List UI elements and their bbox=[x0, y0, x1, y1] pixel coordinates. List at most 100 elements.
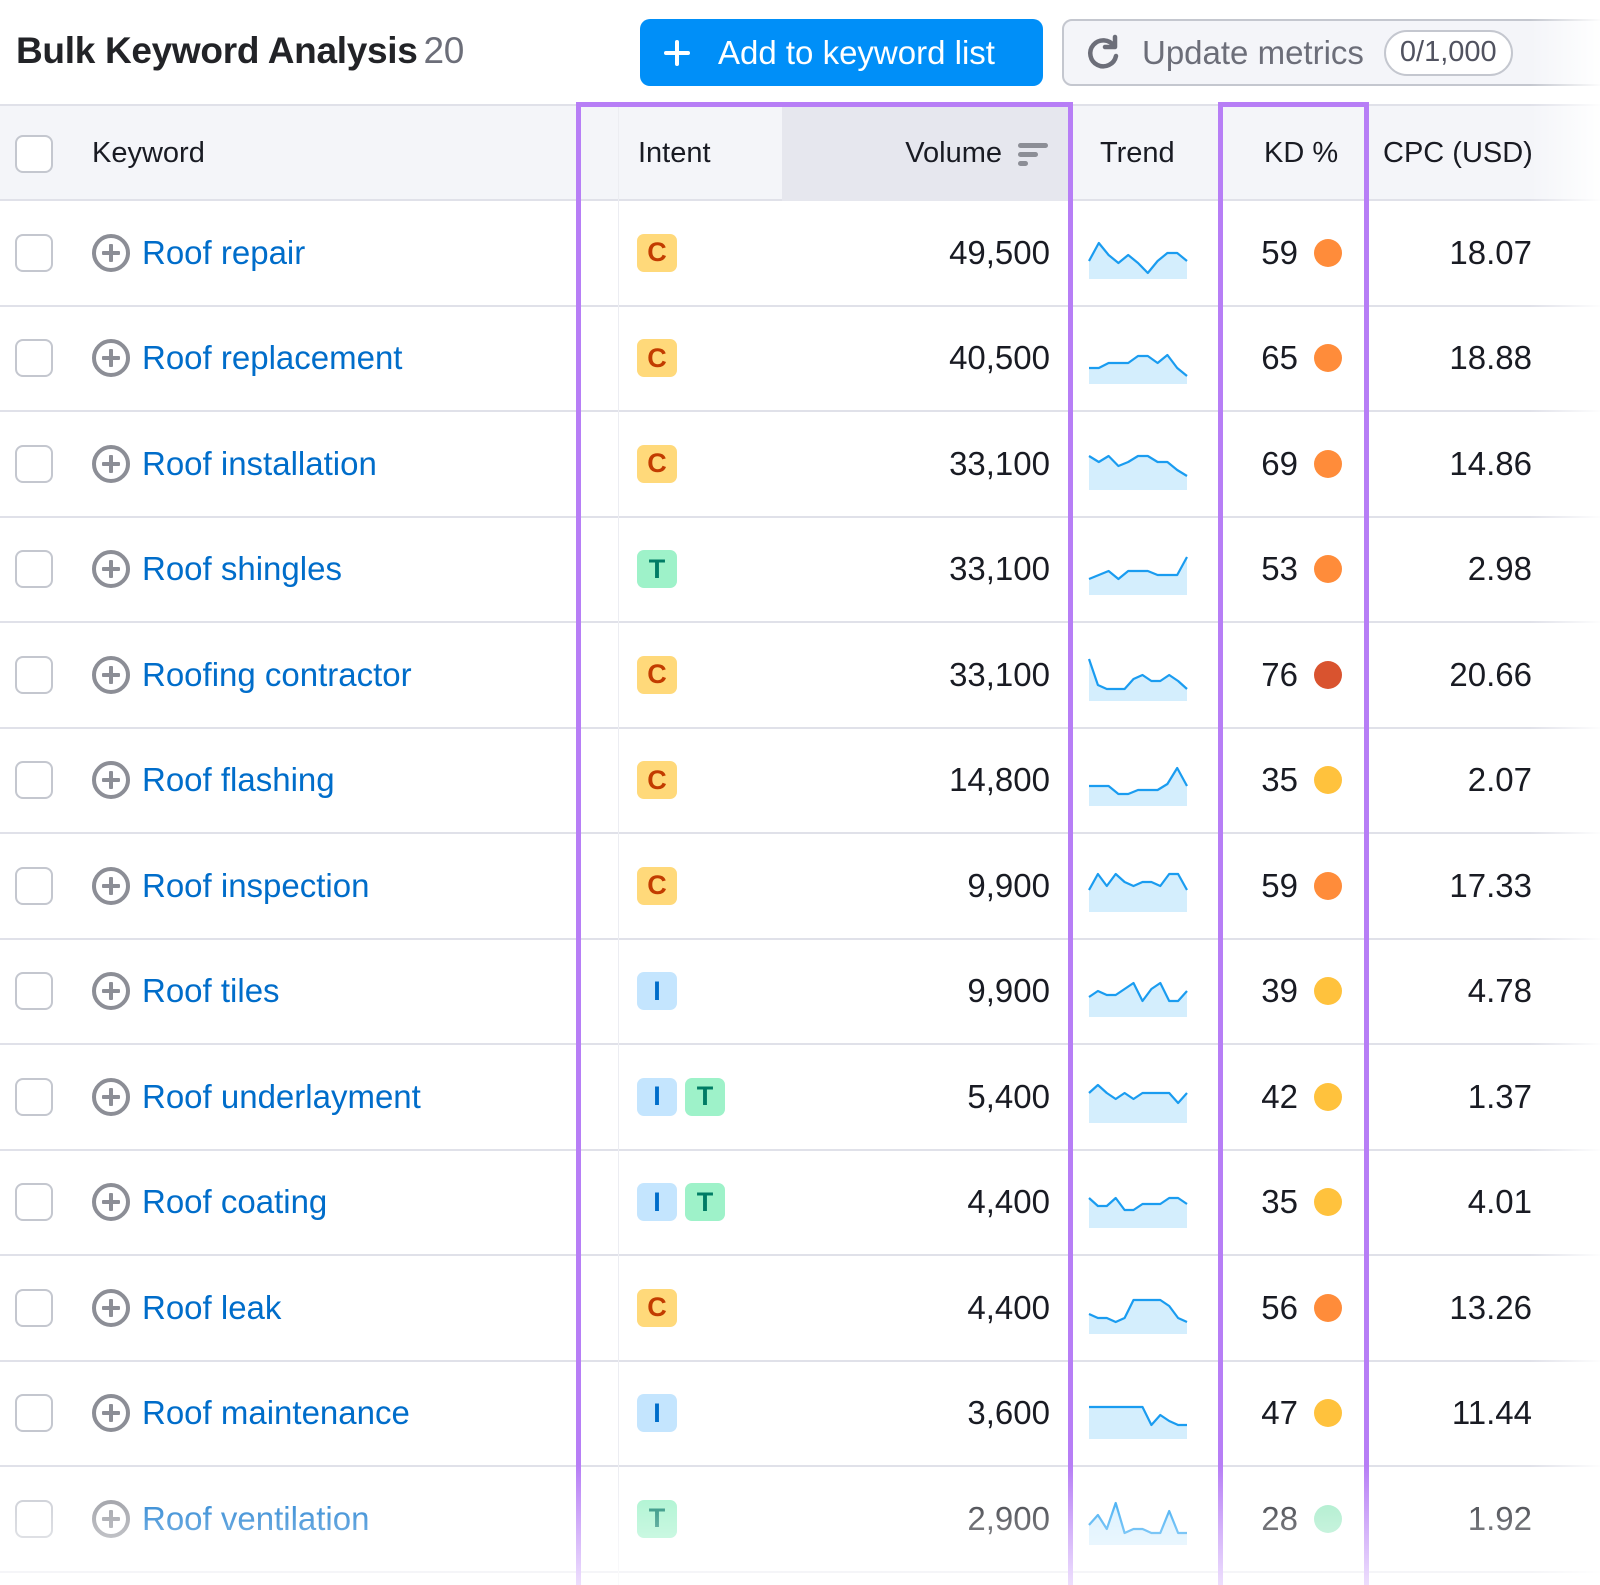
column-header-kd[interactable]: KD % bbox=[1264, 137, 1339, 169]
select-all-checkbox[interactable] bbox=[15, 134, 53, 173]
add-keyword-icon[interactable] bbox=[92, 655, 130, 694]
keyword-cell: Roof coating bbox=[92, 1151, 327, 1255]
volume-cell: 2,900 bbox=[967, 1467, 1050, 1571]
row-checkbox[interactable] bbox=[15, 339, 53, 378]
keyword-link[interactable]: Roof coating bbox=[142, 1183, 328, 1221]
kd-value: 42 bbox=[1261, 1077, 1298, 1115]
cpc-cell: 4.01 bbox=[1468, 1151, 1532, 1255]
add-to-keyword-list-button[interactable]: Add to keyword list bbox=[640, 19, 1043, 86]
trend-cell bbox=[1088, 1362, 1188, 1466]
trend-sparkline bbox=[1088, 872, 1188, 912]
keyword-link[interactable]: Roof shingles bbox=[142, 550, 342, 588]
add-keyword-icon[interactable] bbox=[92, 339, 130, 378]
row-checkbox[interactable] bbox=[15, 1288, 53, 1327]
volume-value: 9,900 bbox=[967, 866, 1050, 904]
row-select-cell bbox=[15, 201, 53, 305]
trend-sparkline bbox=[1089, 1406, 1187, 1440]
update-button-label: Update metrics bbox=[1142, 33, 1364, 71]
row-checkbox[interactable] bbox=[15, 655, 53, 694]
add-keyword-icon[interactable] bbox=[92, 972, 130, 1011]
add-keyword-icon[interactable] bbox=[92, 1183, 130, 1222]
kd-difficulty-dot-icon bbox=[1314, 1188, 1342, 1217]
keyword-link[interactable]: Roof flashing bbox=[142, 761, 335, 799]
row-checkbox[interactable] bbox=[15, 972, 53, 1011]
keyword-link[interactable]: Roof repair bbox=[142, 233, 306, 271]
kd-difficulty-dot-icon bbox=[1314, 344, 1342, 373]
column-header-intent[interactable]: Intent bbox=[638, 137, 711, 169]
row-checkbox[interactable] bbox=[15, 1077, 53, 1116]
sort-descending-icon[interactable] bbox=[1018, 141, 1048, 167]
column-header-cpc[interactable]: CPC (USD) bbox=[1383, 137, 1533, 169]
kd-cell: 56 bbox=[1240, 1256, 1342, 1360]
kd-value: 69 bbox=[1261, 444, 1298, 482]
keyword-link[interactable]: Roof maintenance bbox=[142, 1394, 410, 1432]
add-keyword-icon[interactable] bbox=[92, 550, 130, 589]
add-keyword-icon[interactable] bbox=[92, 1394, 130, 1433]
add-keyword-icon[interactable] bbox=[92, 761, 130, 800]
row-checkbox[interactable] bbox=[15, 1183, 53, 1222]
row-checkbox[interactable] bbox=[15, 866, 53, 905]
trend-sparkline bbox=[1088, 556, 1188, 596]
cpc-value: 1.37 bbox=[1467, 1077, 1532, 1115]
intent-badge: I bbox=[637, 1077, 677, 1116]
trend-cell bbox=[1088, 623, 1188, 727]
cpc-cell: 14.86 bbox=[1449, 412, 1532, 516]
volume-cell: 33,100 bbox=[949, 518, 1050, 622]
add-keyword-icon[interactable] bbox=[92, 866, 130, 905]
keyword-link[interactable]: Roofing contractor bbox=[142, 655, 412, 693]
keyword-link[interactable]: Roof tiles bbox=[142, 972, 280, 1010]
trend-sparkline bbox=[1088, 1298, 1188, 1334]
cpc-cell: 18.07 bbox=[1449, 201, 1532, 305]
add-keyword-icon[interactable] bbox=[92, 1077, 130, 1116]
row-select-cell bbox=[15, 940, 53, 1044]
kd-value: 59 bbox=[1261, 866, 1298, 904]
column-header-volume-label: Volume bbox=[905, 137, 1002, 169]
kd-cell: 59 bbox=[1240, 201, 1342, 305]
table-row: Roof flashing C 14,800 35 2.07 bbox=[0, 729, 1600, 834]
column-header-keyword[interactable]: Keyword bbox=[92, 137, 205, 169]
kd-difficulty-dot-icon bbox=[1314, 766, 1342, 795]
trend-cell bbox=[1088, 1467, 1188, 1571]
keyword-link[interactable]: Roof underlayment bbox=[142, 1077, 421, 1115]
kd-cell: 76 bbox=[1240, 623, 1342, 727]
cpc-value: 4.01 bbox=[1467, 1183, 1532, 1221]
intent-cell: I bbox=[637, 1362, 685, 1466]
keyword-link[interactable]: Roof leak bbox=[142, 1288, 282, 1326]
row-checkbox[interactable] bbox=[15, 233, 53, 272]
intent-badge: I bbox=[637, 1394, 677, 1433]
keyword-link[interactable]: Roof installation bbox=[142, 444, 377, 482]
kd-difficulty-dot-icon bbox=[1314, 1082, 1342, 1111]
kd-cell: 47 bbox=[1240, 1362, 1342, 1466]
row-checkbox[interactable] bbox=[15, 550, 53, 589]
keyword-link[interactable]: Roof inspection bbox=[142, 866, 370, 904]
kd-value: 56 bbox=[1261, 1288, 1298, 1326]
kd-value: 65 bbox=[1261, 339, 1298, 377]
keyword-link[interactable]: Roof replacement bbox=[142, 339, 403, 377]
add-keyword-icon[interactable] bbox=[92, 444, 130, 483]
row-checkbox[interactable] bbox=[15, 1394, 53, 1433]
keyword-link[interactable]: Roof ventilation bbox=[142, 1499, 370, 1537]
cpc-value: 2.98 bbox=[1467, 550, 1532, 588]
update-metrics-button[interactable]: Update metrics 0/1,000 bbox=[1062, 19, 1600, 86]
cpc-cell: 11.44 bbox=[1452, 1362, 1532, 1466]
cpc-cell: 18.88 bbox=[1449, 307, 1532, 411]
keyword-table: Keyword Intent Volume Trend KD % CPC (US… bbox=[0, 104, 1600, 1573]
add-keyword-icon[interactable] bbox=[92, 233, 130, 272]
table-row: Roofing contractor C 33,100 76 20.66 bbox=[0, 623, 1600, 729]
table-row: Roof inspection C 9,900 59 17.33 bbox=[0, 834, 1600, 940]
add-keyword-icon[interactable] bbox=[92, 1288, 130, 1327]
column-header-trend[interactable]: Trend bbox=[1100, 137, 1175, 169]
row-checkbox[interactable] bbox=[15, 1499, 53, 1538]
kd-difficulty-dot-icon bbox=[1314, 449, 1342, 478]
row-checkbox[interactable] bbox=[15, 761, 53, 800]
volume-value: 3,600 bbox=[967, 1394, 1050, 1432]
update-quota-badge: 0/1,000 bbox=[1383, 29, 1513, 76]
row-checkbox[interactable] bbox=[15, 444, 53, 483]
volume-value: 40,500 bbox=[949, 339, 1050, 377]
intent-cell: C bbox=[637, 1256, 685, 1360]
table-header: Keyword Intent Volume Trend KD % CPC (US… bbox=[0, 104, 1600, 201]
add-keyword-icon[interactable] bbox=[92, 1499, 130, 1538]
cpc-value: 18.88 bbox=[1449, 339, 1532, 377]
column-header-volume[interactable]: Volume bbox=[782, 106, 1070, 201]
